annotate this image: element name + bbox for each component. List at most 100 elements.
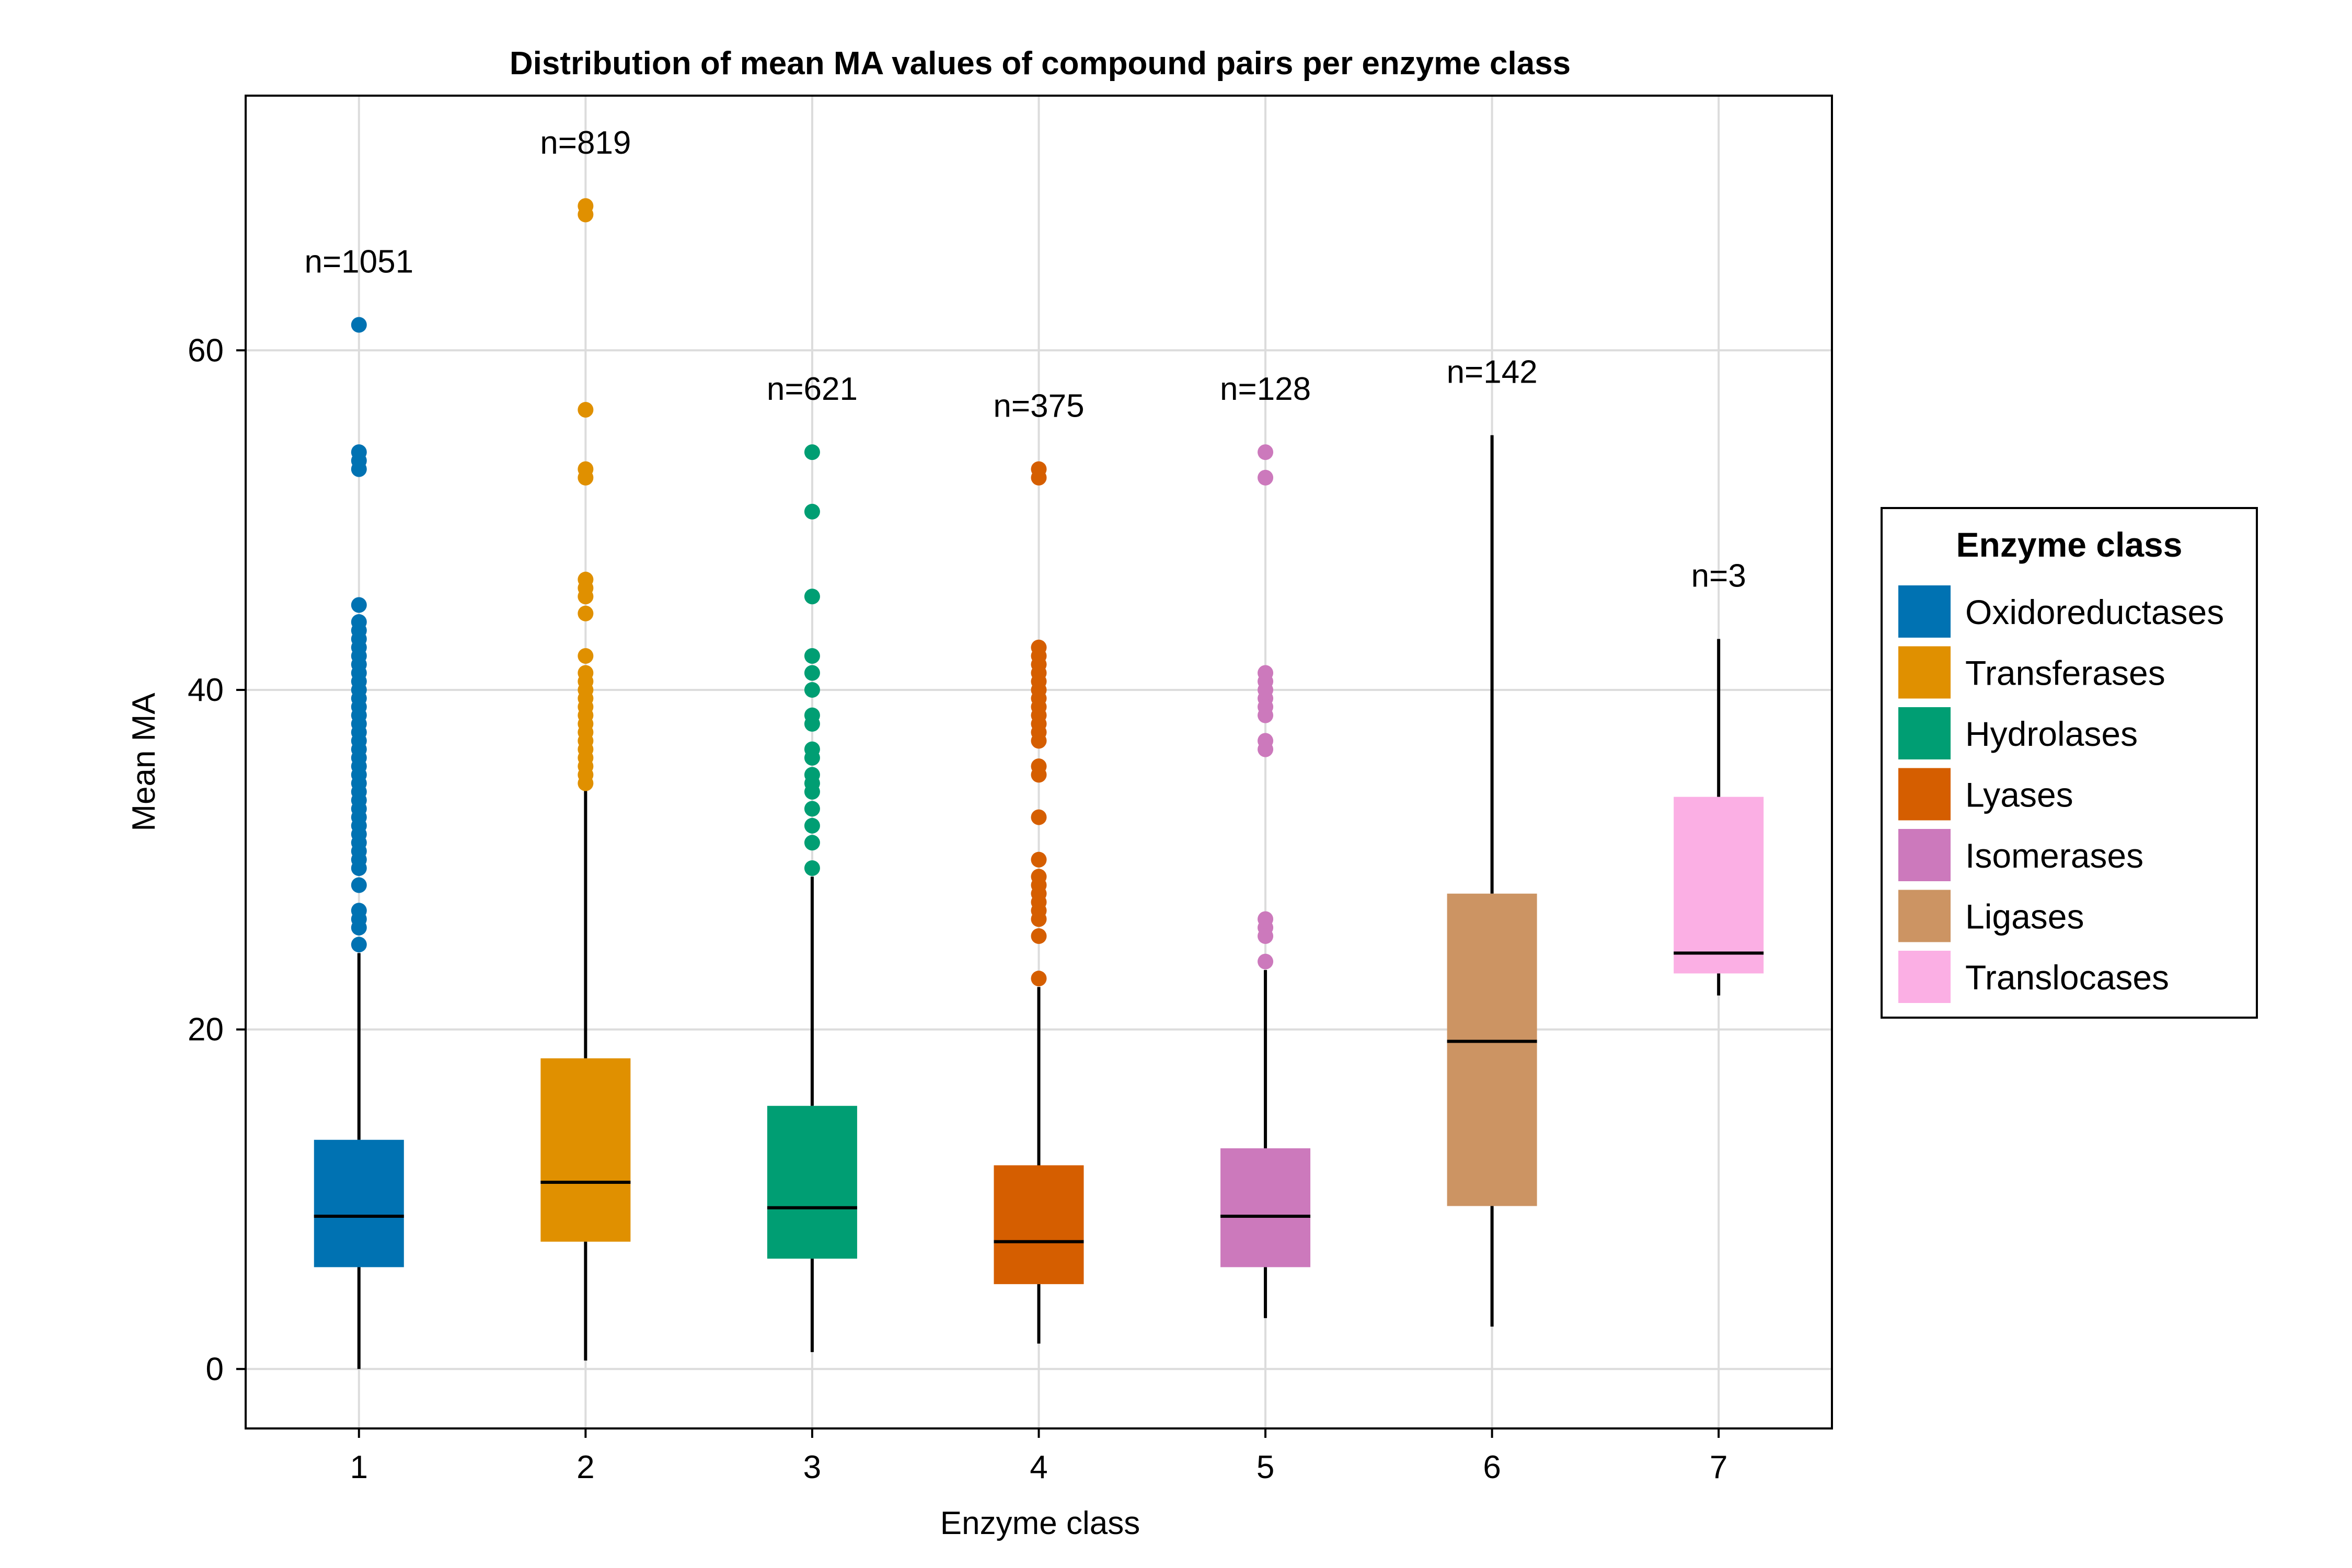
outlier-point bbox=[804, 801, 820, 817]
legend-label: Isomerases bbox=[1965, 836, 2143, 875]
y-tick-label: 20 bbox=[188, 1012, 224, 1048]
outlier-point bbox=[804, 503, 820, 520]
outlier-point bbox=[804, 589, 820, 605]
legend-swatch bbox=[1898, 890, 1951, 942]
count-label: n=621 bbox=[767, 371, 858, 407]
outlier-point bbox=[804, 860, 820, 877]
outlier-point bbox=[1031, 851, 1047, 868]
legend-swatch bbox=[1898, 707, 1951, 759]
count-label: n=128 bbox=[1220, 371, 1311, 407]
legend-item: Isomerases bbox=[1898, 829, 2143, 881]
outlier-point bbox=[1258, 741, 1274, 757]
outlier-point bbox=[1258, 928, 1274, 944]
x-tick-label: 5 bbox=[1256, 1449, 1274, 1485]
outlier-point bbox=[804, 783, 820, 800]
box-iqr bbox=[1220, 1148, 1311, 1267]
outlier-point bbox=[804, 648, 820, 664]
box-group: n=3 bbox=[1674, 558, 1764, 996]
legend-item: Oxidoreductases bbox=[1898, 585, 2224, 638]
outlier-point bbox=[578, 401, 594, 418]
box-iqr bbox=[767, 1105, 857, 1259]
outlier-point bbox=[1031, 469, 1047, 486]
x-tick-label: 3 bbox=[803, 1449, 821, 1485]
legend-title: Enzyme class bbox=[1956, 525, 2183, 564]
box-iqr bbox=[994, 1165, 1084, 1284]
outlier-point bbox=[351, 860, 367, 877]
count-label: n=1051 bbox=[304, 244, 413, 280]
box-iqr bbox=[1674, 797, 1764, 974]
box-group: n=1051 bbox=[304, 244, 413, 1369]
outlier-point bbox=[1031, 809, 1047, 825]
x-axis-label: Enzyme class bbox=[940, 1505, 1140, 1541]
box-iqr bbox=[1447, 893, 1537, 1206]
legend-item: Translocases bbox=[1898, 951, 2169, 1003]
outlier-point bbox=[1031, 733, 1047, 749]
outlier-point bbox=[1031, 971, 1047, 987]
outlier-point bbox=[578, 775, 594, 791]
outlier-point bbox=[1258, 707, 1274, 723]
legend-label: Transferases bbox=[1965, 654, 2165, 693]
box-group: n=819 bbox=[540, 125, 631, 1361]
box-series: n=1051 n=819 n=621 n=375 n=128 n=142 n=3 bbox=[304, 125, 1764, 1369]
count-label: n=819 bbox=[540, 125, 631, 161]
outlier-point bbox=[804, 716, 820, 732]
legend-item: Hydrolases bbox=[1898, 707, 2138, 759]
x-tick-label: 1 bbox=[350, 1449, 368, 1485]
axis-ticks: 1 2 3 4 5 6 7 0 20 40 60 bbox=[188, 332, 1727, 1485]
outlier-point bbox=[1258, 953, 1274, 970]
outlier-point bbox=[1258, 444, 1274, 460]
y-tick-label: 40 bbox=[188, 672, 224, 708]
outlier-point bbox=[578, 206, 594, 223]
box-iqr bbox=[314, 1139, 404, 1267]
legend-item: Transferases bbox=[1898, 646, 2165, 699]
legend-label: Lyases bbox=[1965, 776, 2073, 814]
outlier-point bbox=[804, 682, 820, 698]
outlier-point bbox=[351, 877, 367, 893]
outlier-point bbox=[804, 444, 820, 460]
box-group: n=142 bbox=[1447, 354, 1538, 1327]
outlier-point bbox=[351, 317, 367, 333]
y-tick-label: 60 bbox=[188, 332, 224, 368]
x-tick-label: 4 bbox=[1030, 1449, 1047, 1485]
outlier-point bbox=[351, 937, 367, 953]
outlier-point bbox=[804, 750, 820, 766]
legend-label: Ligases bbox=[1965, 897, 2084, 936]
legend-swatch bbox=[1898, 646, 1951, 699]
legend-label: Hydrolases bbox=[1965, 714, 2138, 753]
outlier-point bbox=[804, 665, 820, 681]
outlier-point bbox=[351, 919, 367, 936]
y-axis-label: Mean MA bbox=[126, 693, 162, 832]
outlier-point bbox=[578, 469, 594, 486]
outlier-point bbox=[804, 817, 820, 834]
legend-label: Oxidoreductases bbox=[1965, 593, 2224, 631]
outlier-point bbox=[578, 648, 594, 664]
chart-title: Distribution of mean MA values of compou… bbox=[510, 45, 1571, 82]
outlier-point bbox=[351, 597, 367, 613]
legend-swatch bbox=[1898, 585, 1951, 638]
outlier-point bbox=[1031, 928, 1047, 944]
x-tick-label: 2 bbox=[577, 1449, 594, 1485]
legend: Enzyme class Oxidoreductases Transferases… bbox=[1881, 507, 2258, 1019]
outlier-point bbox=[351, 461, 367, 477]
outlier-point bbox=[1258, 469, 1274, 486]
legend-label: Translocases bbox=[1965, 958, 2169, 997]
box-group: n=375 bbox=[993, 388, 1085, 1344]
box-group: n=128 bbox=[1220, 371, 1311, 1318]
outlier-point bbox=[578, 605, 594, 621]
legend-swatch bbox=[1898, 951, 1951, 1003]
count-label: n=375 bbox=[993, 388, 1084, 424]
count-label: n=142 bbox=[1447, 354, 1538, 390]
outlier-point bbox=[804, 835, 820, 851]
box-iqr bbox=[540, 1058, 631, 1242]
box-group: n=621 bbox=[767, 371, 858, 1352]
x-tick-label: 7 bbox=[1710, 1449, 1727, 1485]
legend-item: Ligases bbox=[1898, 890, 2084, 942]
outlier-point bbox=[1031, 911, 1047, 927]
y-tick-label: 0 bbox=[206, 1351, 224, 1387]
x-tick-label: 6 bbox=[1483, 1449, 1501, 1485]
legend-swatch bbox=[1898, 768, 1951, 821]
outlier-point bbox=[578, 589, 594, 605]
count-label: n=3 bbox=[1691, 558, 1746, 594]
legend-swatch bbox=[1898, 829, 1951, 881]
